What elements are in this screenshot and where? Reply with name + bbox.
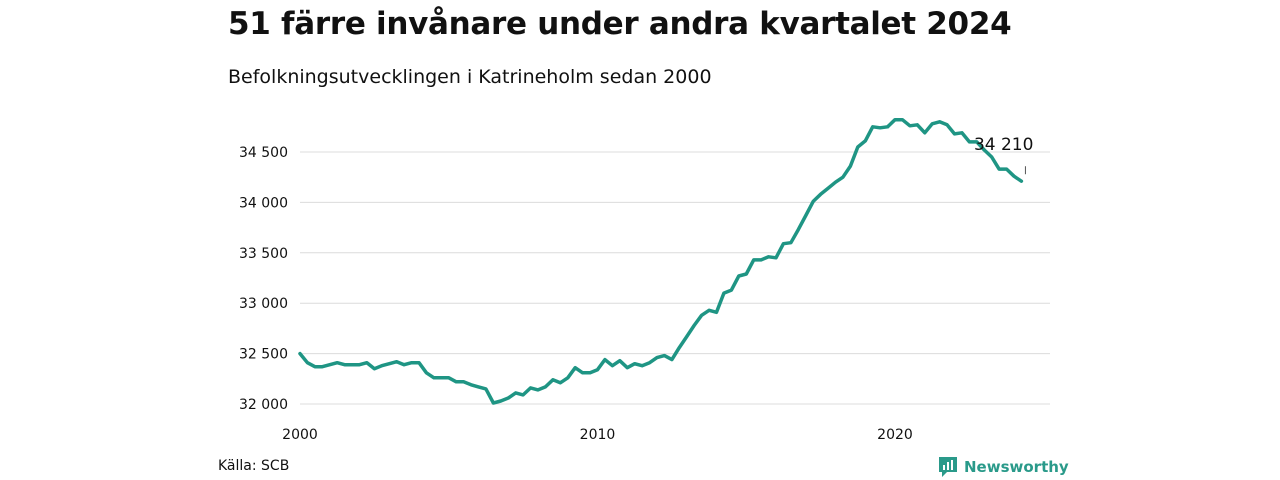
y-tick-label: 34 500 [239, 145, 288, 161]
brand-name: Newsworthy [964, 458, 1069, 476]
chart-subtitle: Befolkningsutvecklingen i Katrineholm se… [228, 66, 712, 88]
brand-logo[interactable]: Newsworthy [938, 456, 1069, 478]
x-axis-ticks: 2000 2010 2020 [282, 427, 913, 443]
newsworthy-logo-icon [939, 457, 957, 477]
series-points [300, 120, 1022, 404]
x-tick-label: 2010 [580, 427, 616, 443]
y-tick-label: 33 000 [239, 296, 288, 312]
x-tick-label: 2000 [282, 427, 318, 443]
population-series-line [298, 117, 1024, 405]
y-tick-label: 33 500 [239, 246, 288, 262]
end-value-label: 34 210 [974, 135, 1033, 155]
source-note: Källa: SCB [218, 458, 290, 474]
y-tick-label: 32 000 [239, 397, 288, 413]
y-tick-label: 32 500 [239, 347, 288, 363]
y-tick-label: 34 000 [239, 195, 288, 211]
y-axis-ticks: 32 000 32 500 33 000 33 500 34 000 34 500 [239, 145, 288, 413]
grid-lines [300, 151, 1050, 405]
x-tick-label: 2020 [877, 427, 913, 443]
chart-title: 51 färre invånare under andra kvartalet … [228, 6, 1012, 42]
